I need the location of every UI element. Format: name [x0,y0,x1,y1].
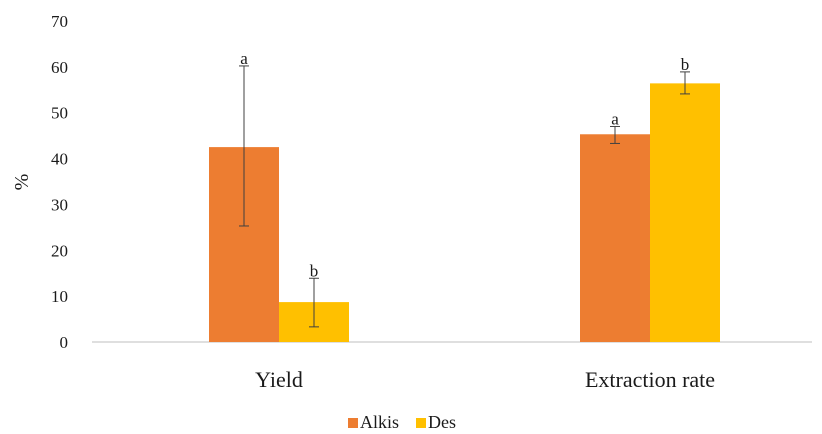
significance-label: a [611,109,619,128]
legend-label-des: Des [428,412,456,432]
legend-swatch-des [416,418,426,428]
legend-label-alkis: Alkis [360,412,399,432]
y-axis-title: % [11,174,33,191]
y-tick-label: 0 [60,333,69,352]
bar-des-2 [650,83,720,342]
legend: Alkis Des [348,412,456,432]
category-label: Yield [255,367,303,392]
significance-label: a [240,49,248,68]
y-tick-label: 20 [51,241,68,260]
legend-swatch-alkis [348,418,358,428]
y-tick-label: 40 [51,150,68,169]
y-tick-label: 10 [51,287,68,306]
category-label: Extraction rate [585,367,715,392]
bar-alkis-2 [580,134,650,342]
bars-group: a b a b [209,49,720,342]
y-tick-label: 70 [51,12,68,31]
y-tick-label: 50 [51,104,68,123]
y-axis-ticks: 0 10 20 30 40 50 60 70 [51,12,68,352]
y-tick-label: 30 [51,195,68,214]
significance-label: b [681,55,690,74]
y-tick-label: 60 [51,58,68,77]
significance-label: b [310,261,319,280]
category-labels: Yield Extraction rate [255,367,715,392]
